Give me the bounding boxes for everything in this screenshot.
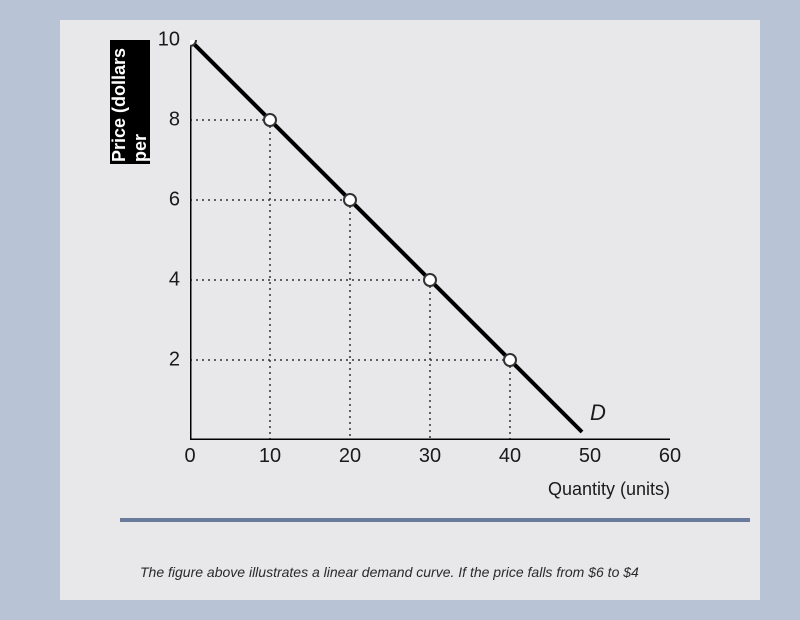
x-tick-label: 20 <box>339 445 361 468</box>
y-tick-label: 8 <box>155 109 180 132</box>
x-tick-label: 30 <box>419 445 441 468</box>
y-axis-label: Price (dollars per <box>110 40 150 164</box>
chart-page: Price (dollars per D Quantity (units) 2 4… <box>60 20 760 600</box>
demand-curve <box>190 40 582 432</box>
curve-label: D <box>590 400 606 425</box>
data-point <box>264 114 276 126</box>
figure-caption: The figure above illustrates a linear de… <box>140 564 639 580</box>
chart-svg: D <box>190 40 670 440</box>
y-tick-label: 4 <box>155 269 180 292</box>
data-point <box>504 354 516 366</box>
y-tick-label: 2 <box>155 349 180 372</box>
x-axis-label: Quantity (units) <box>190 479 690 500</box>
data-point <box>424 274 436 286</box>
x-tick-label: 0 <box>184 445 195 468</box>
chart-plot-area: D <box>190 40 670 440</box>
x-tick-label: 40 <box>499 445 521 468</box>
chart-wrap: Price (dollars per D Quantity (units) 2 4… <box>110 40 730 500</box>
y-tick-label: 6 <box>155 189 180 212</box>
y-tick-label: 10 <box>155 29 180 52</box>
data-point <box>344 194 356 206</box>
x-tick-label: 10 <box>259 445 281 468</box>
x-tick-label: 50 <box>579 445 601 468</box>
x-tick-label: 60 <box>659 445 681 468</box>
divider-line <box>120 518 750 522</box>
